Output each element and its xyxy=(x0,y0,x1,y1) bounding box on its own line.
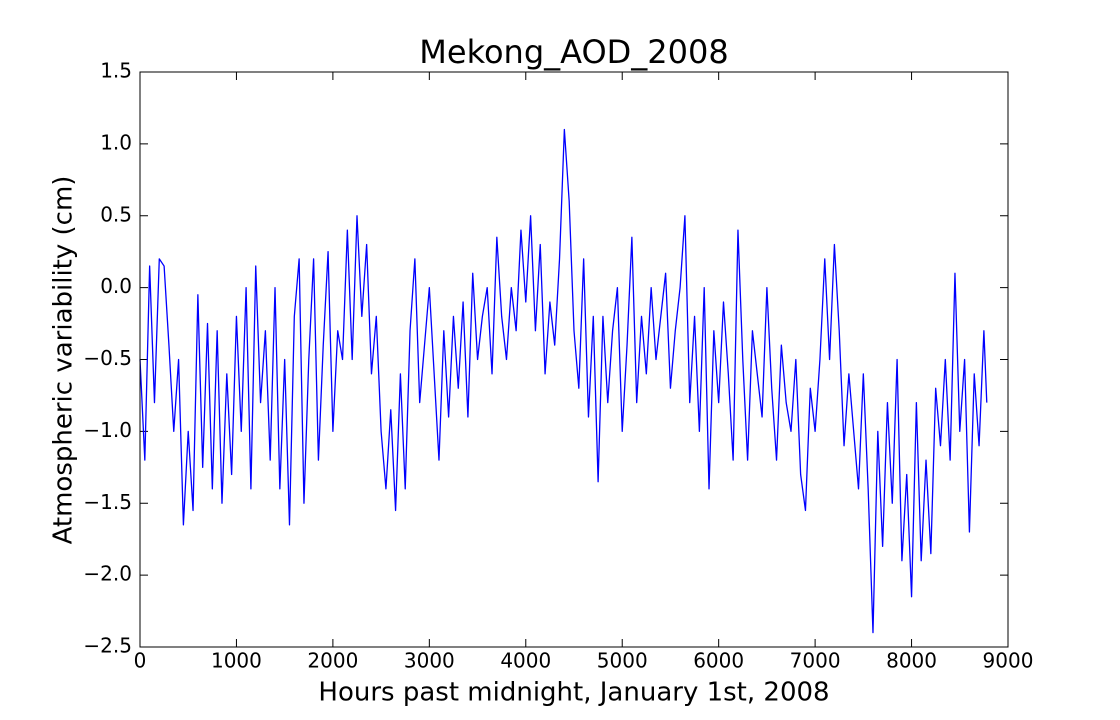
x-tick-label: 3000 xyxy=(404,649,455,673)
y-tick-label: −2.5 xyxy=(83,634,132,658)
x-tick-label: 4000 xyxy=(500,649,551,673)
y-tick-label: 0.0 xyxy=(100,274,132,298)
y-tick-label: 1.0 xyxy=(100,130,132,154)
x-tick-label: 8000 xyxy=(886,649,937,673)
y-tick-label: −0.5 xyxy=(83,346,132,370)
x-tick-label: 6000 xyxy=(693,649,744,673)
x-axis-label: Hours past midnight, January 1st, 2008 xyxy=(318,678,829,708)
y-tick-label: −1.0 xyxy=(83,418,132,442)
y-axis-label: Atmospheric variability (cm) xyxy=(49,176,79,545)
x-tick-label: 9000 xyxy=(983,649,1034,673)
chart-title: Mekong_AOD_2008 xyxy=(419,33,728,71)
y-tick-label: −2.0 xyxy=(83,562,132,586)
y-tick-label: −1.5 xyxy=(83,490,132,514)
plot-frame xyxy=(139,71,1009,648)
x-tick-label: 0 xyxy=(134,649,147,673)
x-tick-label: 2000 xyxy=(307,649,358,673)
x-tick-label: 1000 xyxy=(211,649,262,673)
x-tick-label: 5000 xyxy=(597,649,648,673)
plot-area: −2.5 −2.0 −1.5 −1.0 −0.5 0.0 0.5 1.0 1.5 0 1000 200… xyxy=(83,59,1033,673)
y-tick-label: 0.5 xyxy=(100,202,132,226)
y-tick-label: 1.5 xyxy=(100,59,132,83)
data-line xyxy=(139,128,988,634)
x-tick-label: 7000 xyxy=(790,649,841,673)
